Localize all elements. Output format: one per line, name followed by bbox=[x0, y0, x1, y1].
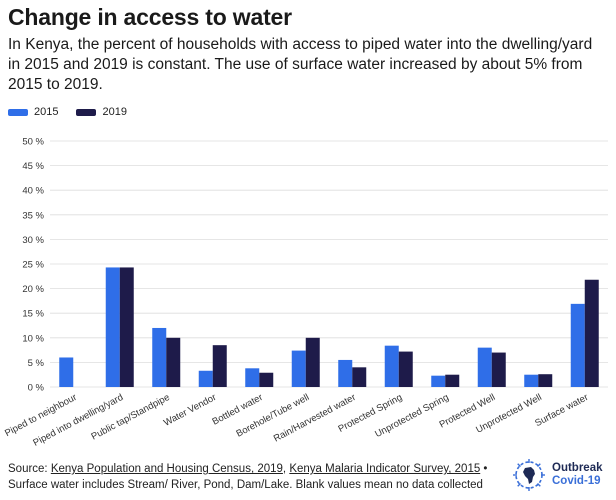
legend-swatch-2019 bbox=[76, 108, 97, 116]
bar-2019-9[interactable] bbox=[491, 352, 506, 387]
bar-2015-2[interactable] bbox=[152, 327, 167, 387]
source-prefix: Source: bbox=[8, 463, 51, 475]
y-tick-label: 25 % bbox=[22, 260, 44, 271]
legend-label-2015: 2015 bbox=[34, 106, 59, 118]
y-tick-label: 15 % bbox=[22, 309, 44, 320]
bar-2015-7[interactable] bbox=[384, 345, 399, 387]
chart-subtitle: In Kenya, the percent of households with… bbox=[8, 36, 593, 93]
legend-label-2019: 2019 bbox=[102, 106, 127, 118]
x-category-label: Water Vendor bbox=[162, 392, 218, 429]
bar-2019-4[interactable] bbox=[259, 372, 274, 387]
y-axis: 0 % 5 % 10 % 15 % 20 % 25 % 30 % 35 % 40 % 45 % 50… bbox=[22, 137, 44, 394]
source-note: Source: Kenya Population and Housing Cen… bbox=[8, 461, 508, 493]
bar-chart: 0 % 5 % 10 % 15 % 20 % 25 % 30 % 35 % 40 % 45 % 50… bbox=[3, 137, 608, 449]
brand-line1: Outbreak bbox=[552, 462, 603, 474]
y-tick-label: 30 % bbox=[22, 235, 44, 246]
africa-virus-icon bbox=[513, 459, 545, 491]
bar-2015-4[interactable] bbox=[245, 368, 260, 387]
bar-2015-0[interactable] bbox=[59, 357, 74, 387]
legend-entry-2019[interactable]: 2019 bbox=[76, 106, 127, 118]
legend: 2015 2019 bbox=[8, 106, 145, 118]
source-footnote: Surface water includes Stream/ River, Po… bbox=[8, 479, 483, 491]
y-tick-label: 10 % bbox=[22, 333, 44, 344]
source-link-survey[interactable]: Kenya Malaria Indicator Survey, 2015 bbox=[289, 463, 481, 475]
y-tick-label: 35 % bbox=[22, 210, 44, 221]
brand-line2: Covid-19 bbox=[552, 475, 601, 487]
y-tick-label: 5 % bbox=[28, 358, 45, 369]
legend-swatch-2015 bbox=[8, 108, 28, 116]
brand-logo[interactable]: Outbreak Covid-19 bbox=[512, 458, 603, 492]
bar-2015-5[interactable] bbox=[291, 350, 306, 387]
source-suffix: • bbox=[480, 463, 488, 475]
y-tick-label: 40 % bbox=[22, 186, 44, 197]
bar-2019-1[interactable] bbox=[119, 267, 134, 387]
x-category-label: Public tap/Standpipe bbox=[90, 392, 172, 443]
gridlines bbox=[50, 140, 608, 388]
y-tick-label: 45 % bbox=[22, 161, 44, 172]
bar-2019-5[interactable] bbox=[305, 337, 320, 387]
bar-2015-11[interactable] bbox=[570, 303, 585, 387]
bar-2015-6[interactable] bbox=[338, 359, 353, 387]
y-tick-label: 0 % bbox=[28, 383, 45, 394]
chart-title: Change in access to water bbox=[8, 4, 292, 30]
bar-2019-6[interactable] bbox=[352, 367, 367, 387]
source-link-census[interactable]: Kenya Population and Housing Census, 201… bbox=[50, 463, 283, 475]
bar-2019-7[interactable] bbox=[398, 351, 413, 387]
bar-2019-2[interactable] bbox=[166, 337, 181, 387]
bar-2015-10[interactable] bbox=[524, 374, 539, 387]
bars bbox=[59, 267, 599, 387]
brand-name: Outbreak Covid-19 bbox=[552, 462, 603, 488]
bar-2019-10[interactable] bbox=[538, 374, 553, 387]
bar-2019-3[interactable] bbox=[212, 345, 227, 387]
legend-entry-2015[interactable]: 2015 bbox=[8, 106, 58, 118]
bar-2015-9[interactable] bbox=[477, 347, 492, 387]
y-tick-label: 50 % bbox=[22, 137, 44, 148]
y-tick-label: 20 % bbox=[22, 284, 44, 295]
bar-2015-3[interactable] bbox=[198, 370, 213, 387]
bar-2015-8[interactable] bbox=[431, 375, 446, 387]
source-sep: , bbox=[282, 463, 290, 475]
x-category-label: Rain/Harvested water bbox=[272, 392, 358, 445]
x-category-label: Surface water bbox=[533, 392, 590, 429]
bar-2019-8[interactable] bbox=[445, 374, 460, 387]
bar-2015-1[interactable] bbox=[105, 267, 120, 387]
bar-2019-11[interactable] bbox=[584, 279, 599, 387]
